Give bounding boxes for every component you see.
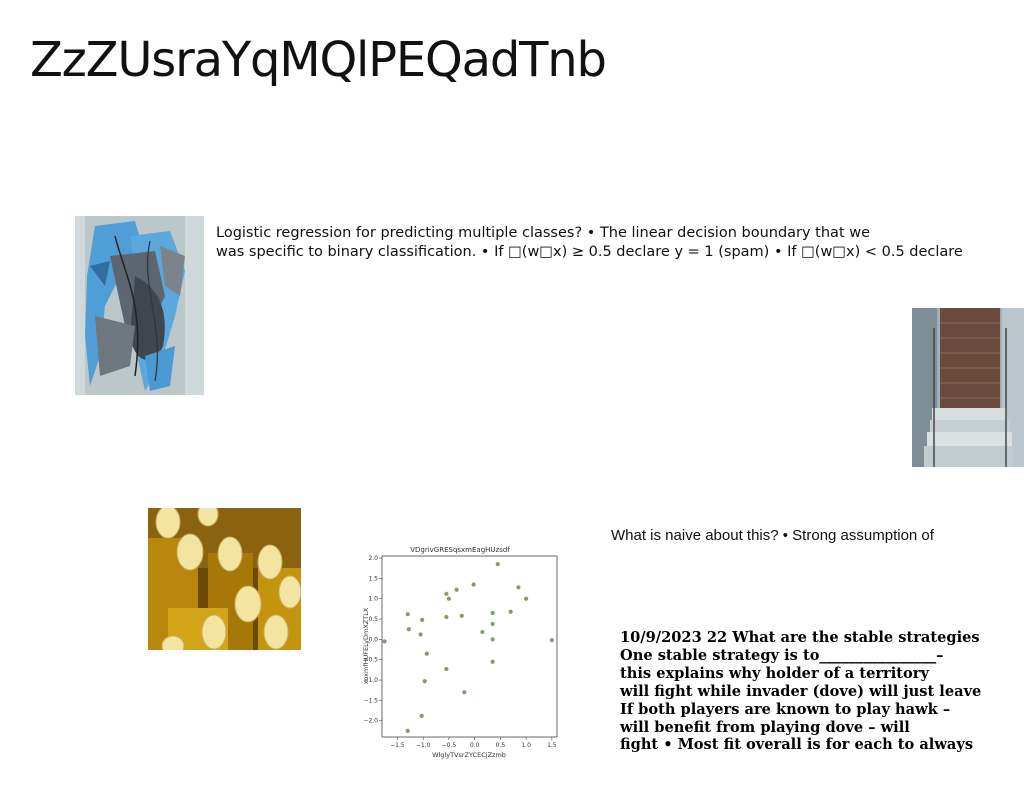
scatter-chart-svg: VDgrivGRESqsxmEagHUzsdf −1.5 −1.0 −0.5 0.0 0… [362,546,558,759]
stable-strategies-paragraph: 10/9/2023 22 What are the stable strateg… [620,629,981,754]
y-axis-ticks: 2.0 1.5 1.0 0.5 0.0 −0.5 −1.0 −1.5 −2.0 [363,555,382,725]
scatter-point [490,610,495,616]
scatter-point [524,596,529,601]
scatter-points [382,562,554,733]
x-axis-ticks: −1.5 −1.0 −0.5 0.0 0.5 1.0 1.5 [390,737,557,749]
scatter-point [454,587,459,592]
x-tick-label: −1.5 [390,742,405,749]
x-tick-label: 1.0 [521,742,531,749]
scatter-point [422,679,427,684]
scatter-point [446,596,452,601]
scatter-point [424,651,429,656]
slide-title: ZzZUsraYqMQlPEQadTnb [30,32,607,88]
x-tick-label: 0.0 [470,742,480,749]
paragraph-line: will benefit from playing dove – will [620,718,910,736]
scatter-point [495,562,500,567]
plot-frame [381,555,558,738]
scatter-point [516,585,521,590]
y-tick-label: −2.0 [363,718,378,725]
y-tick-label: −1.0 [363,677,378,684]
paragraph-line: If both players are known to play hawk – [620,700,951,718]
paragraph-line: Logistic regression for predicting multi… [216,225,871,241]
x-axis-label: WlglyTVsrZYCECjZzmb [432,751,506,759]
y-tick-label: 2.0 [368,555,378,562]
scatter-point [490,637,495,642]
scatter-point [418,632,423,637]
building-door-image [912,308,1024,467]
paragraph-line: this explains why holder of a territory [620,664,929,682]
scatter-point [419,713,424,718]
paragraph-line: fight • Most fit overall is for each to … [620,736,974,754]
scatter-point [462,690,467,695]
paragraph-line: was specific to binary classification. •… [216,244,963,260]
paragraph-line: One stable strategy is to_______________… [620,646,944,664]
y-tick-label: 1.5 [368,575,378,582]
y-tick-label: −0.5 [363,657,378,664]
chart-title: VDgrivGRESqsxmEagHUzsdf [410,546,510,554]
scatter-point [405,612,410,617]
scatter-point [382,639,387,644]
naive-bayes-paragraph: What is naive about this? • Strong assum… [611,527,934,544]
scatter-point [444,591,449,596]
scatter-point [471,582,476,587]
scatter-point [480,629,485,635]
scatter-point [406,627,411,632]
x-tick-label: 0.5 [496,742,506,749]
x-tick-label: −1.0 [416,742,431,749]
y-tick-label: −1.5 [363,697,378,704]
y-tick-label: 0.0 [368,636,378,643]
paragraph-line: will fight while invader (dove) will jus… [620,682,982,700]
paragraph-line: 10/9/2023 22 What are the stable strateg… [620,629,980,646]
scatter-point [549,638,554,643]
lemons-image [148,508,301,650]
scatter-point [444,614,449,620]
abstract-painting-image [75,216,204,395]
scatter-point [490,621,495,627]
scatter-chart: VDgrivGRESqsxmEagHUzsdf −1.5 −1.0 −0.5 0.0 0… [360,540,560,762]
scatter-point [420,617,425,622]
y-tick-label: 1.0 [368,596,378,603]
scatter-point [490,659,495,664]
scatter-point [508,609,513,614]
y-axis-label: xoxmfHUFELyDmXZTLX [362,607,370,684]
scatter-point [459,613,464,618]
scatter-point [405,728,410,733]
x-tick-label: 1.5 [547,742,557,749]
x-tick-label: −0.5 [442,742,457,749]
logistic-regression-paragraph: Logistic regression for predicting multi… [216,224,963,262]
y-tick-label: 0.5 [368,616,378,623]
scatter-point [444,666,449,672]
